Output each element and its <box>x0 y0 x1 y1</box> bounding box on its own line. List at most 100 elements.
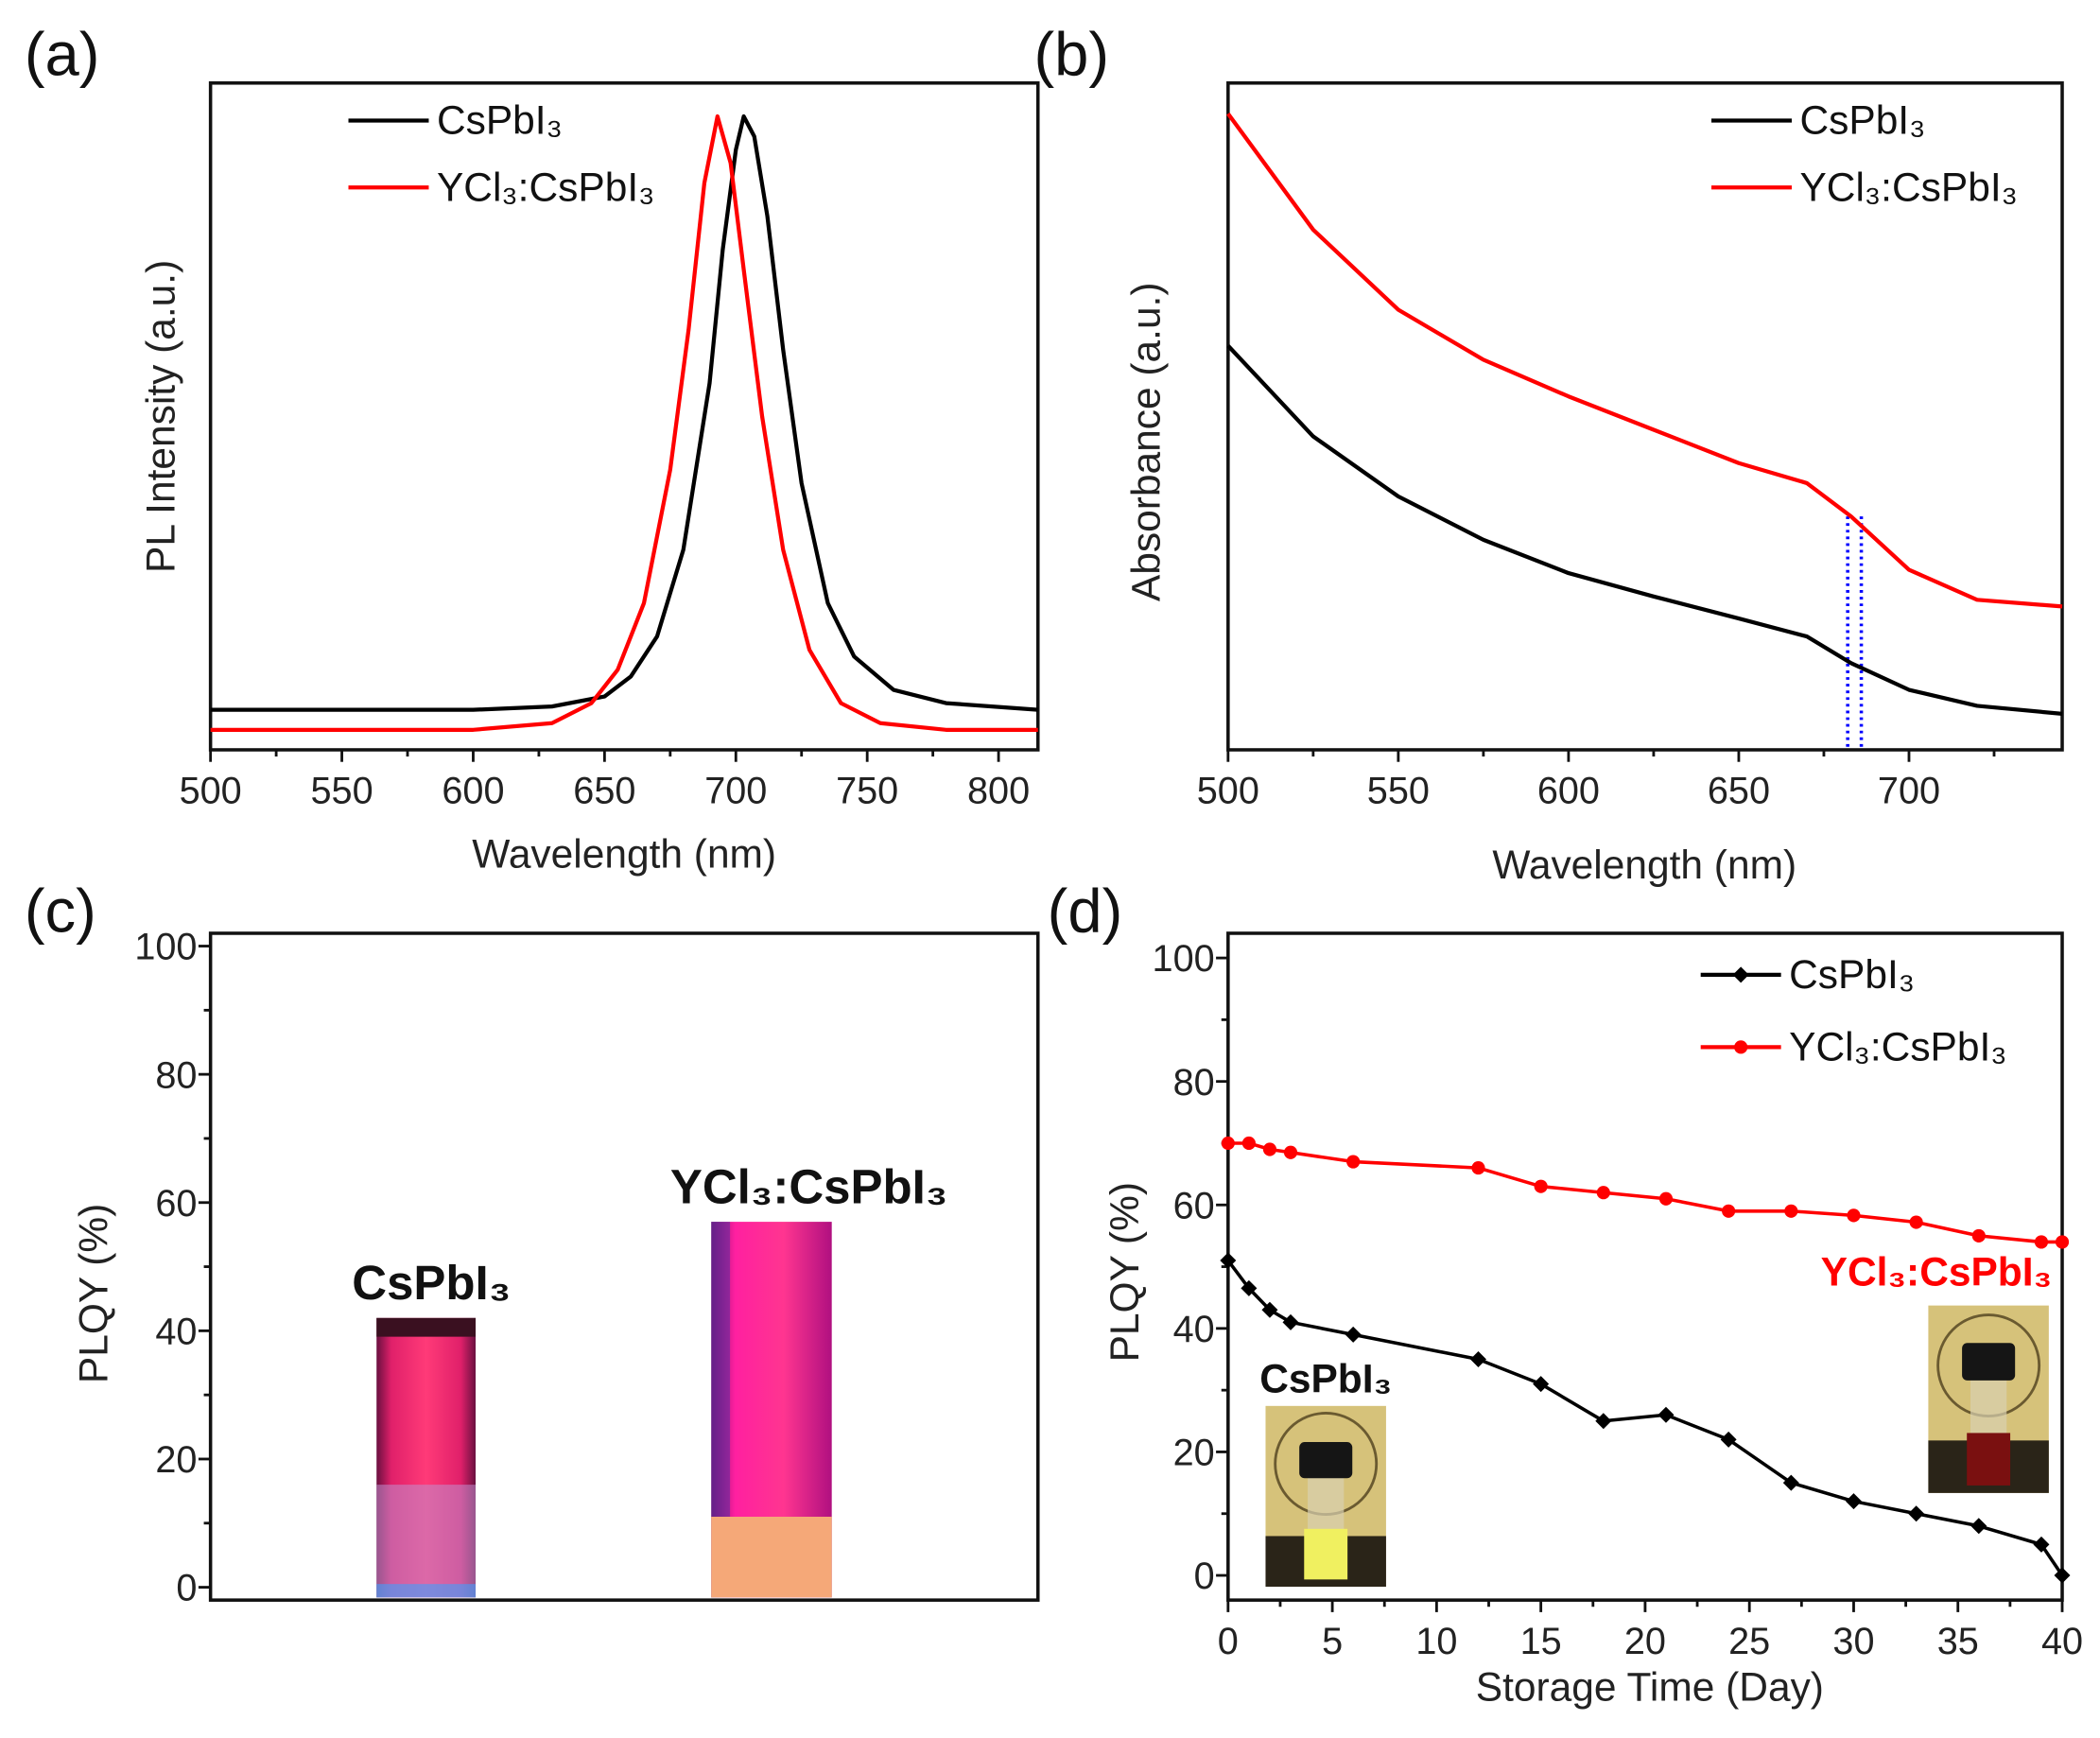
b-series-line-0 <box>1226 344 2063 717</box>
a-x-tick-label: 550 <box>310 771 373 812</box>
b-series-line-1 <box>1226 112 2063 609</box>
d-data-point <box>1346 1155 1361 1169</box>
c-y-tick-label: 80 <box>155 1054 197 1096</box>
d-data-point <box>1471 1161 1485 1175</box>
c-bar-label: CsPbI₃ <box>352 1256 511 1310</box>
d-series-line-1 <box>1227 1141 2063 1244</box>
d-x-tick-label: 15 <box>1520 1621 1562 1662</box>
d-data-point <box>2034 1235 2049 1249</box>
b-y-axis-title: Absorbance (a.u.) <box>1125 282 1170 601</box>
panel-c: 0 20 40 60 80 100 CsPbI₃ YCl₃:CsPbI₃ <box>134 927 1040 1609</box>
panel-label-b: (b) <box>1034 19 1110 88</box>
d-data-point <box>1534 1179 1548 1193</box>
a-x-tick-label: 800 <box>967 771 1030 812</box>
panel-a: 500 550 600 650 700 750 800 CsPbI₃ YCl₃:CsPbI₃ <box>180 81 1040 812</box>
d-y-tick-label: 100 <box>1153 938 1215 980</box>
a-plot-frame <box>208 81 1040 752</box>
d-x-tick-label: 20 <box>1624 1621 1666 1662</box>
d-x-tick-label: 5 <box>1322 1621 1343 1662</box>
a-y-axis-title: PL Intensity (a.u.) <box>139 260 183 573</box>
d-x-axis-title: Storage Time (Day) <box>1476 1665 1824 1710</box>
d-data-point <box>1845 1493 1862 1510</box>
a-series-line-1 <box>210 113 1038 732</box>
panel-label-c: (c) <box>25 877 96 946</box>
d-data-point <box>1722 1204 1736 1218</box>
c-cuvette-base <box>711 1517 832 1598</box>
d-annotation-label: CsPbI₃ <box>1259 1358 1392 1402</box>
a-legend-label: CsPbI₃ <box>437 99 563 144</box>
c-y-axis-title: PLQY (%) <box>73 1204 117 1383</box>
d-data-point <box>1784 1204 1798 1218</box>
a-x-tick-label: 750 <box>836 771 898 812</box>
b-legend-label: YCl₃:CsPbI₃ <box>1799 165 2017 210</box>
d-y-tick-label: 0 <box>1194 1556 1215 1597</box>
d-inset-vial-photo <box>1928 1305 2049 1493</box>
d-x-tick-label: 10 <box>1415 1621 1457 1662</box>
d-data-point <box>1909 1215 1923 1229</box>
c-y-tick-label: 0 <box>176 1568 197 1609</box>
d-data-point <box>1221 1136 1235 1151</box>
c-cuvette-reflection <box>376 1584 477 1598</box>
d-legend-label: CsPbI₃ <box>1789 953 1915 998</box>
d-data-point <box>1971 1228 1986 1243</box>
d-y-tick-label: 40 <box>1173 1309 1215 1350</box>
d-data-point <box>1241 1136 1256 1151</box>
c-plot-frame <box>208 931 1040 1602</box>
d-y-tick-label: 80 <box>1173 1062 1215 1104</box>
d-inset-vial-photo <box>1265 1405 1386 1587</box>
d-x-tick-label: 25 <box>1728 1621 1770 1662</box>
d-data-point <box>1262 1142 1277 1156</box>
a-legend-label: YCl₃:CsPbI₃ <box>437 165 654 210</box>
d-data-point <box>2055 1235 2070 1249</box>
c-y-tick-label: 40 <box>155 1312 197 1353</box>
b-x-axis-title: Wavelength (nm) <box>1492 843 1796 888</box>
d-series-line-0 <box>1226 1259 2064 1577</box>
a-x-tick-label: 700 <box>704 771 767 812</box>
b-x-tick-label: 650 <box>1708 771 1770 812</box>
d-y-tick-label: 60 <box>1173 1185 1215 1226</box>
d-data-point <box>1596 1186 1610 1200</box>
d-data-point <box>1657 1406 1675 1423</box>
d-y-axis-title: PLQY (%) <box>1103 1182 1148 1362</box>
c-cuvette-cap <box>376 1317 477 1337</box>
d-data-point <box>1283 1145 1298 1159</box>
a-series-line-0 <box>210 113 1038 712</box>
d-x-tick-label: 0 <box>1218 1621 1239 1662</box>
b-plot-frame <box>1226 81 2064 752</box>
a-x-tick-label: 650 <box>573 771 635 812</box>
d-legend-marker <box>1732 966 1749 983</box>
d-data-point <box>1469 1351 1486 1367</box>
d-data-point <box>1595 1413 1612 1430</box>
c-y-tick-label: 60 <box>155 1183 197 1225</box>
d-legend-label: YCl₃:CsPbI₃ <box>1789 1025 2006 1069</box>
d-data-point <box>1220 1252 1237 1269</box>
d-vial-cap <box>1962 1343 2016 1381</box>
panel-b: 500 550 600 650 700 CsPbI₃ YCl₃:CsPbI₃ <box>1197 81 2064 812</box>
a-x-tick-label: 600 <box>442 771 504 812</box>
a-x-tick-label: 500 <box>180 771 242 812</box>
d-data-point <box>1282 1313 1299 1330</box>
c-y-tick-label: 20 <box>155 1439 197 1481</box>
panel-label-a: (a) <box>25 19 100 88</box>
d-data-point <box>1720 1431 1737 1448</box>
d-data-point <box>1908 1505 1925 1522</box>
d-data-point <box>1345 1326 1362 1343</box>
d-data-point <box>1782 1474 1799 1491</box>
d-x-tick-label: 40 <box>2041 1621 2083 1662</box>
d-data-point <box>1533 1376 1550 1393</box>
d-x-tick-label: 35 <box>1937 1621 1979 1662</box>
a-x-axis-title: Wavelength (nm) <box>472 833 776 878</box>
d-data-point <box>1970 1518 1987 1535</box>
d-x-tick-label: 30 <box>1832 1621 1874 1662</box>
d-legend-marker <box>1734 1040 1748 1054</box>
panel-label-d: (d) <box>1048 877 1123 946</box>
b-x-tick-label: 550 <box>1367 771 1430 812</box>
b-x-tick-label: 500 <box>1197 771 1259 812</box>
c-y-tick-label: 100 <box>134 927 197 968</box>
panel-d: 0 5 10 15 20 25 30 35 40 0 20 40 60 80 100 CsPbI₃ YCl₃:C… <box>1153 931 2083 1662</box>
d-data-point <box>1847 1208 1861 1223</box>
d-y-tick-label: 20 <box>1173 1433 1215 1474</box>
c-cuvette-edge <box>711 1222 731 1518</box>
d-vial-cap <box>1299 1442 1353 1479</box>
